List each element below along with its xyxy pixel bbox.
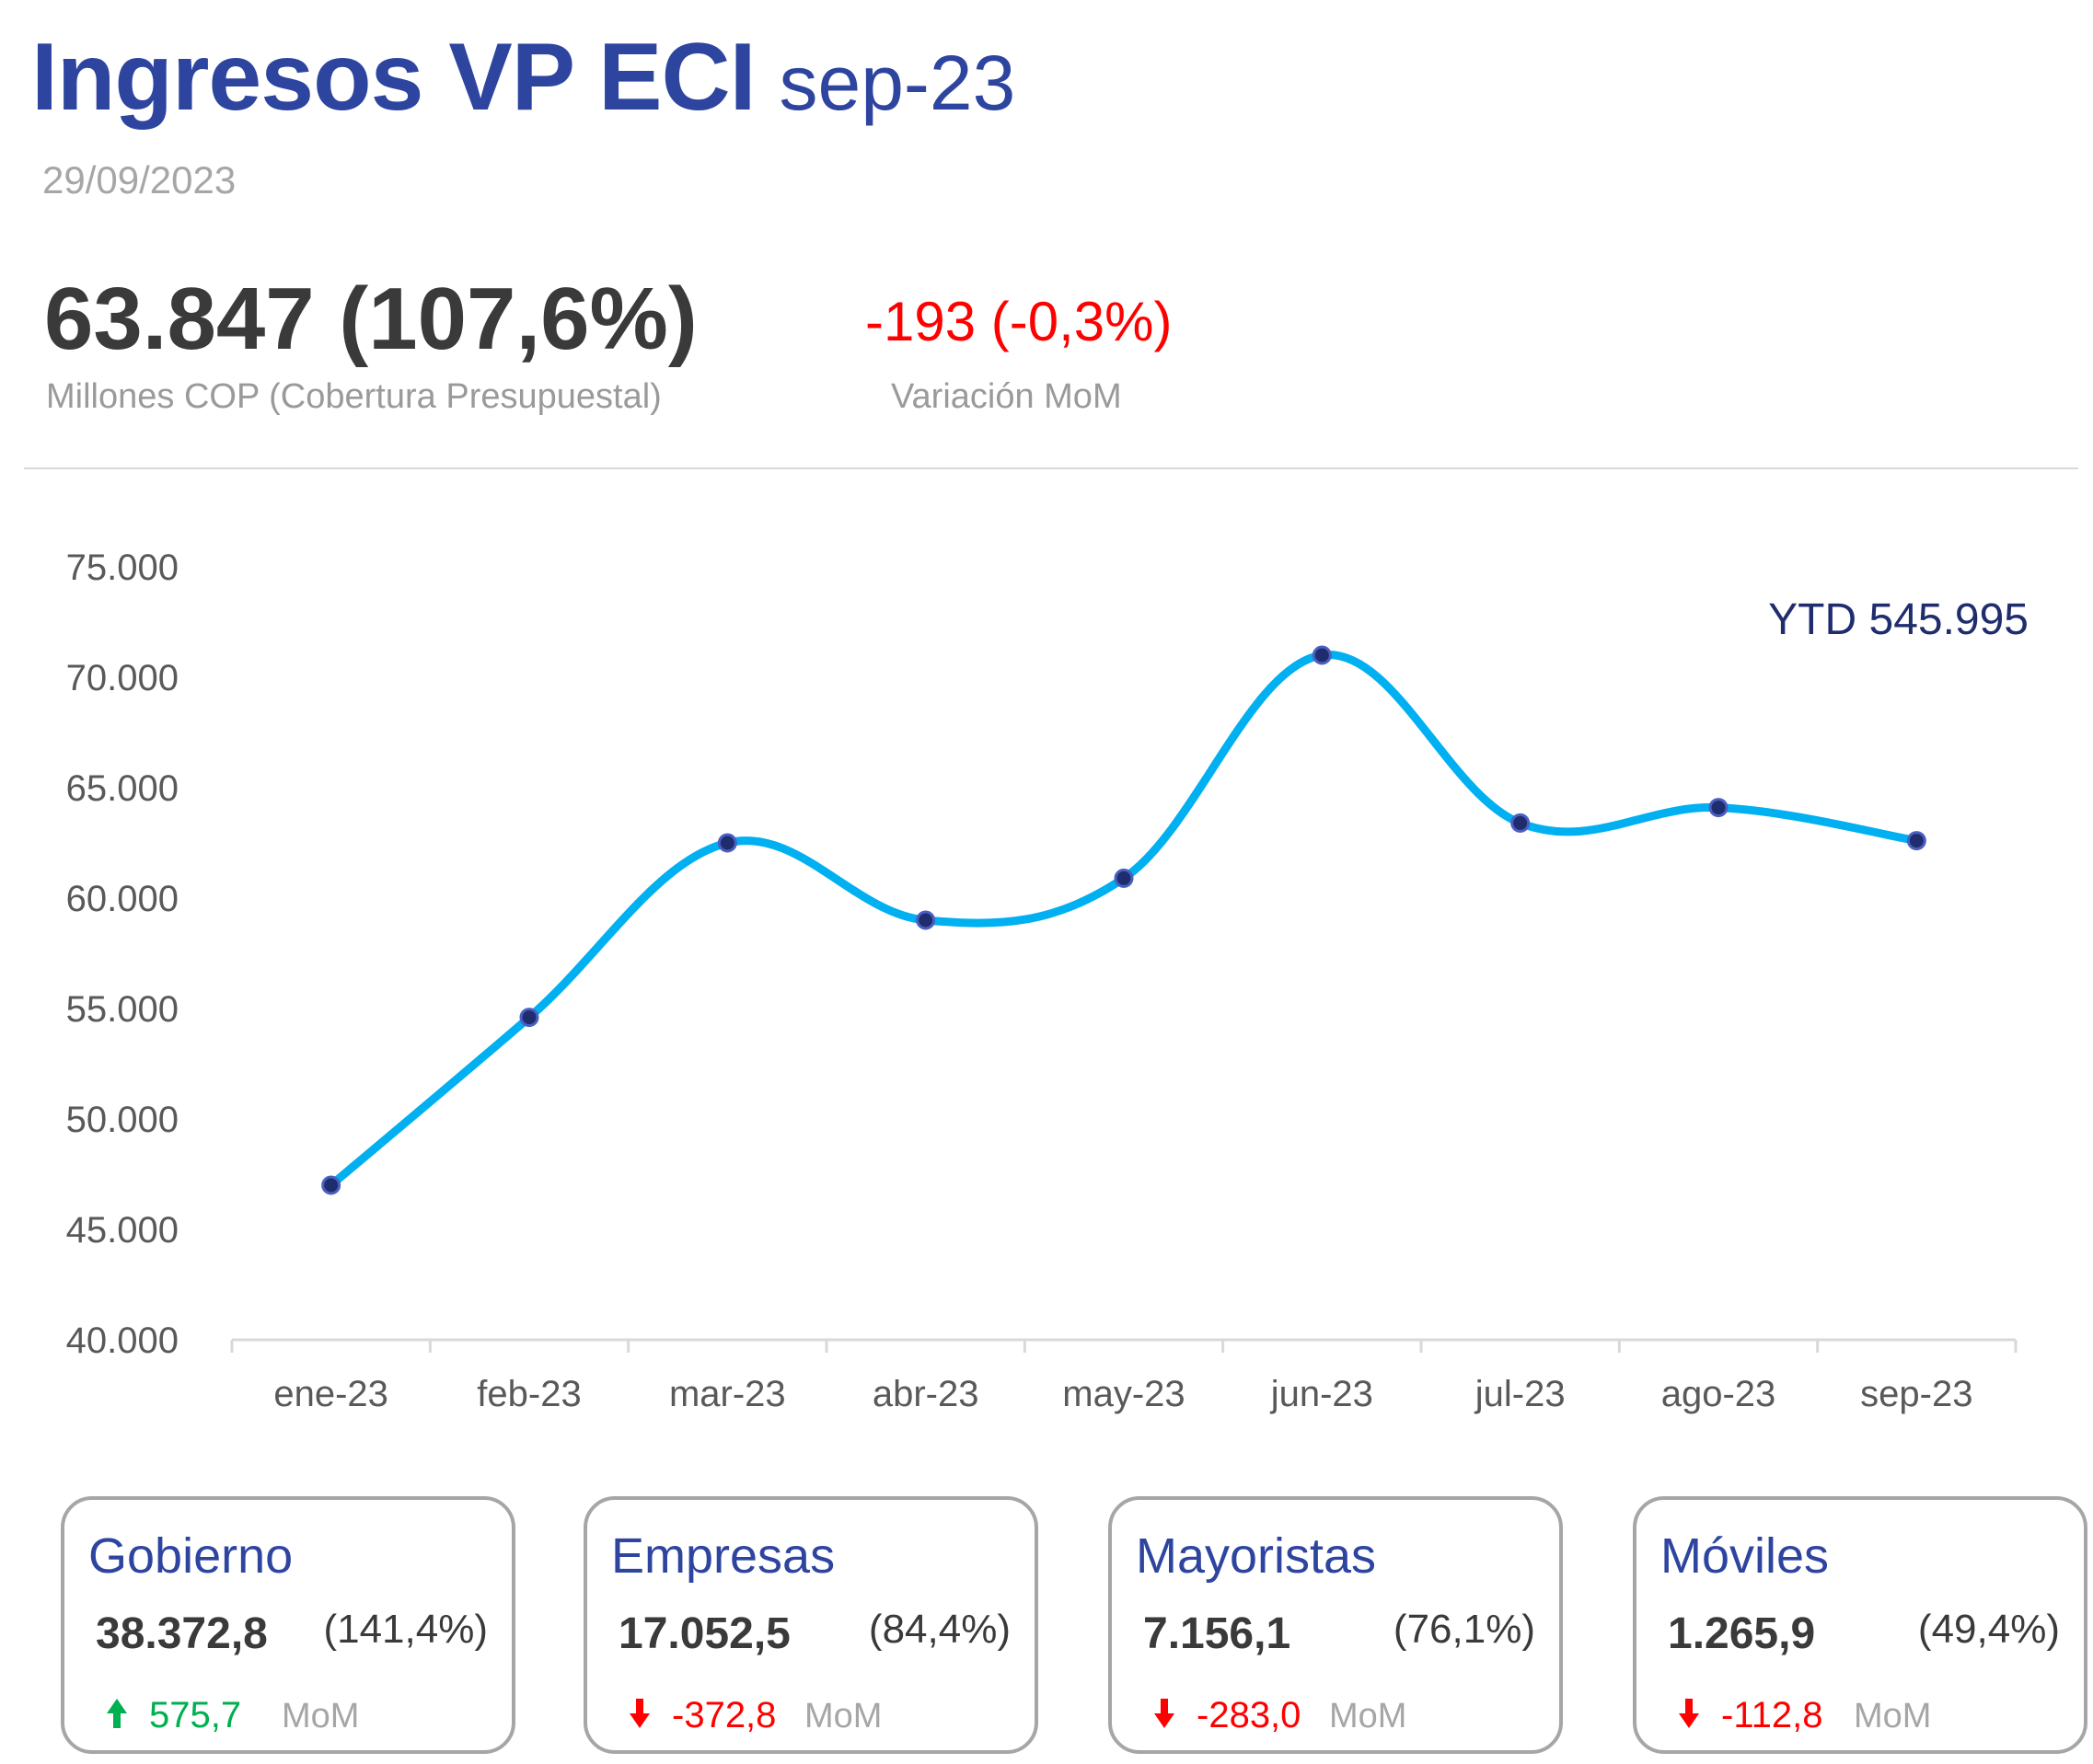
x-tick-label: may-23 [1062,1374,1185,1414]
x-tick-label: jul-23 [1474,1374,1566,1414]
arrow-down-icon [630,1699,650,1728]
series-line [327,651,1921,1190]
data-point-jul-23[interactable] [1510,813,1531,833]
y-tick-label: 50.000 [66,1100,179,1140]
card-empresas[interactable]: Empresas 17.052,5 (84,4%) -372,8 MoM [584,1496,1038,1754]
card-title: Empresas [611,1528,836,1584]
card-value: 7.156,1 [1143,1609,1291,1658]
page-title: Ingresos VP ECI sep-23 [31,29,1015,125]
card-percentage: (84,4%) [868,1607,1011,1652]
card-mom-label: MoM [1854,1697,1932,1735]
data-point-sep-23[interactable] [1906,831,1926,851]
card-mom-label: MoM [1329,1697,1407,1735]
series-path [327,651,1921,1190]
series-markers [321,645,1926,1195]
data-point-ene-23[interactable] [321,1175,341,1195]
y-tick-label: 65.000 [66,768,179,809]
card-title: Móviles [1660,1528,1830,1584]
x-tick-label: abr-23 [873,1374,979,1414]
y-tick-label: 45.000 [66,1210,179,1251]
card-value: 17.052,5 [619,1609,791,1658]
title-period: sep-23 [779,40,1016,126]
kpi-mom-change: -193 (-0,3%) [865,291,1173,352]
arrow-down-icon [1154,1699,1174,1728]
arrow-down-icon [1679,1699,1699,1728]
card-mom-delta: -372,8 [672,1695,777,1735]
revenue-line-chart: 40.000 45.000 50.000 55.000 60.000 65.000 70.0… [66,548,2018,1414]
y-tick-label: 75.000 [66,548,179,588]
card-percentage: (76,1%) [1393,1607,1535,1652]
kpi-mom-label: Variación MoM [891,377,1122,416]
data-point-may-23[interactable] [1114,868,1134,888]
card-percentage: (49,4%) [1917,1607,2060,1652]
card-mom-delta: -112,8 [1721,1695,1823,1735]
data-point-abr-23[interactable] [916,910,936,930]
x-tick-label: ago-23 [1661,1374,1776,1414]
card-value: 1.265,9 [1668,1609,1816,1658]
y-tick-label: 70.000 [66,658,179,698]
x-axis: ene-23 feb-23 mar-23 abr-23 may-23 jun-23 jul-… [230,1338,2018,1414]
x-tick-label: jun-23 [1270,1374,1373,1414]
y-tick-label: 40.000 [66,1320,179,1361]
kpi-unit-label: Millones COP (Cobertura Presupuestal) [46,377,662,416]
card-mom-label: MoM [282,1697,360,1735]
header-divider [24,467,2078,469]
card-mom-delta: 575,7 [149,1695,242,1735]
x-tick-label: sep-23 [1860,1374,1972,1414]
x-tick-label: mar-23 [669,1374,786,1414]
card-value: 38.372,8 [96,1609,268,1658]
kpi-total-value: 63.847 (107,6%) [44,270,698,368]
y-tick-label: 55.000 [66,989,179,1030]
card-percentage: (141,4%) [323,1607,488,1652]
y-axis: 40.000 45.000 50.000 55.000 60.000 65.000 70.0… [66,548,179,1361]
report-date: 29/09/2023 [42,158,237,202]
x-tick-label: feb-23 [477,1374,581,1414]
data-point-mar-23[interactable] [717,833,737,853]
card-mayoristas[interactable]: Mayoristas 7.156,1 (76,1%) -283,0 MoM [1108,1496,1563,1754]
data-point-ago-23[interactable] [1708,798,1729,818]
card-gobierno[interactable]: Gobierno 38.372,8 (141,4%) 575,7 MoM [61,1496,515,1754]
data-point-feb-23[interactable] [519,1008,539,1028]
card-title: Gobierno [88,1528,294,1584]
data-point-jun-23[interactable] [1312,645,1332,665]
card-title: Mayoristas [1136,1528,1377,1584]
title-text: Ingresos VP ECI [31,24,756,131]
y-tick-label: 60.000 [66,879,179,919]
ytd-annotation: YTD 545.995 [1768,595,2029,644]
card-mom-delta: -283,0 [1197,1695,1301,1735]
card-mom-label: MoM [804,1697,883,1735]
card-moviles[interactable]: Móviles 1.265,9 (49,4%) -112,8 MoM [1633,1496,2087,1754]
x-tick-label: ene-23 [273,1374,388,1414]
arrow-up-icon [107,1699,127,1728]
